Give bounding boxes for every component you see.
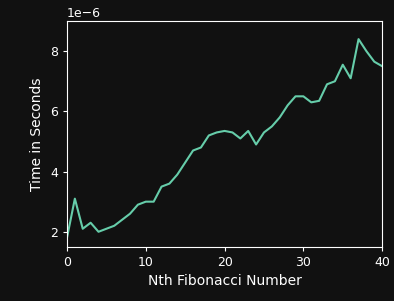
- X-axis label: Nth Fibonacci Number: Nth Fibonacci Number: [148, 275, 301, 288]
- Y-axis label: Time in Seconds: Time in Seconds: [30, 77, 45, 191]
